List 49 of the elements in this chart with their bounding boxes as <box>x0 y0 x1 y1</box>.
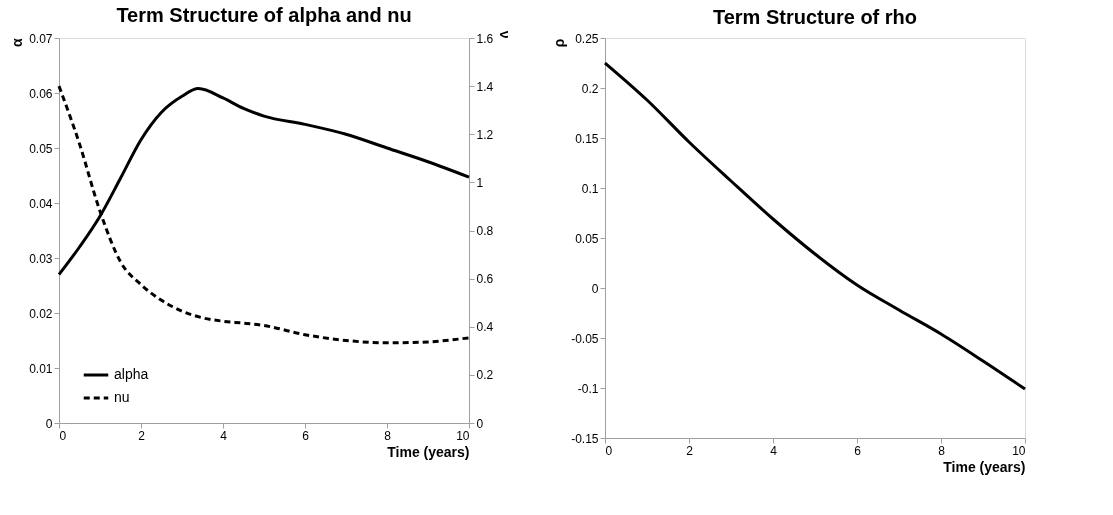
y-tick-label: 0.2 <box>581 81 599 96</box>
y2-tick-label: 0.4 <box>476 320 494 335</box>
y-tick-label: 0.15 <box>575 131 599 146</box>
x-tick-label: 10 <box>456 428 470 443</box>
x-tick-label: 10 <box>1012 443 1026 458</box>
chart-title: Term Structure of rho <box>712 6 918 28</box>
y2-tick-label: 0.8 <box>476 224 494 238</box>
x-tick-label: 8 <box>938 443 946 458</box>
x-tick-label: 6 <box>302 428 310 443</box>
x-tick-label: 2 <box>138 428 146 443</box>
y-axis-title: α <box>9 38 26 48</box>
y-tick-label: 0.25 <box>575 31 599 46</box>
y-tick-label: -0.15 <box>571 431 599 446</box>
y-tick-label: 0.06 <box>29 86 53 101</box>
y-tick-label: 0.05 <box>575 231 599 246</box>
y2-tick-label: 0 <box>476 416 484 431</box>
x-tick-label: 0 <box>605 443 613 458</box>
y2-axis-title: ν <box>497 30 514 39</box>
line-series <box>57 84 471 345</box>
y2-tick-label: 0.6 <box>476 272 494 287</box>
legend-label: nu <box>114 389 130 405</box>
x-axis-title: Time (years) <box>943 458 1026 475</box>
x-tick-label: 4 <box>220 428 228 443</box>
line-series <box>603 61 1027 391</box>
x-tick-label: 8 <box>384 428 392 443</box>
y2-tick-label: 1.2 <box>476 127 494 142</box>
x-tick-label: 6 <box>854 443 862 458</box>
y-tick-label: 0 <box>591 281 599 296</box>
y2-tick-label: 1.6 <box>476 31 494 46</box>
y-tick-label: 0.02 <box>29 306 53 321</box>
x-tick-label: 4 <box>770 443 778 458</box>
x-tick-label: 0 <box>59 428 67 443</box>
chart-title: Term Structure of alpha and nu <box>116 4 412 27</box>
y2-tick-label: 1.4 <box>476 79 494 94</box>
x-tick-label: 2 <box>686 443 694 458</box>
y-tick-label: 0.05 <box>29 141 53 156</box>
x-axis-title: Time (years) <box>387 443 470 460</box>
y-tick-label: 0.03 <box>29 251 53 266</box>
y2-tick-label: 1 <box>476 175 484 190</box>
y-tick-label: -0.05 <box>571 331 599 346</box>
y-tick-label: 0.07 <box>29 31 53 46</box>
y-tick-label: 0.1 <box>581 181 599 196</box>
legend-label: alpha <box>114 366 149 382</box>
y-tick-label: 0 <box>45 416 53 431</box>
y-tick-label: -0.1 <box>577 381 599 396</box>
y-tick-label: 0.01 <box>29 361 53 376</box>
y-axis-title: ρ <box>551 38 568 48</box>
y2-tick-label: 0.2 <box>476 368 494 383</box>
y-tick-label: 0.04 <box>29 196 53 211</box>
